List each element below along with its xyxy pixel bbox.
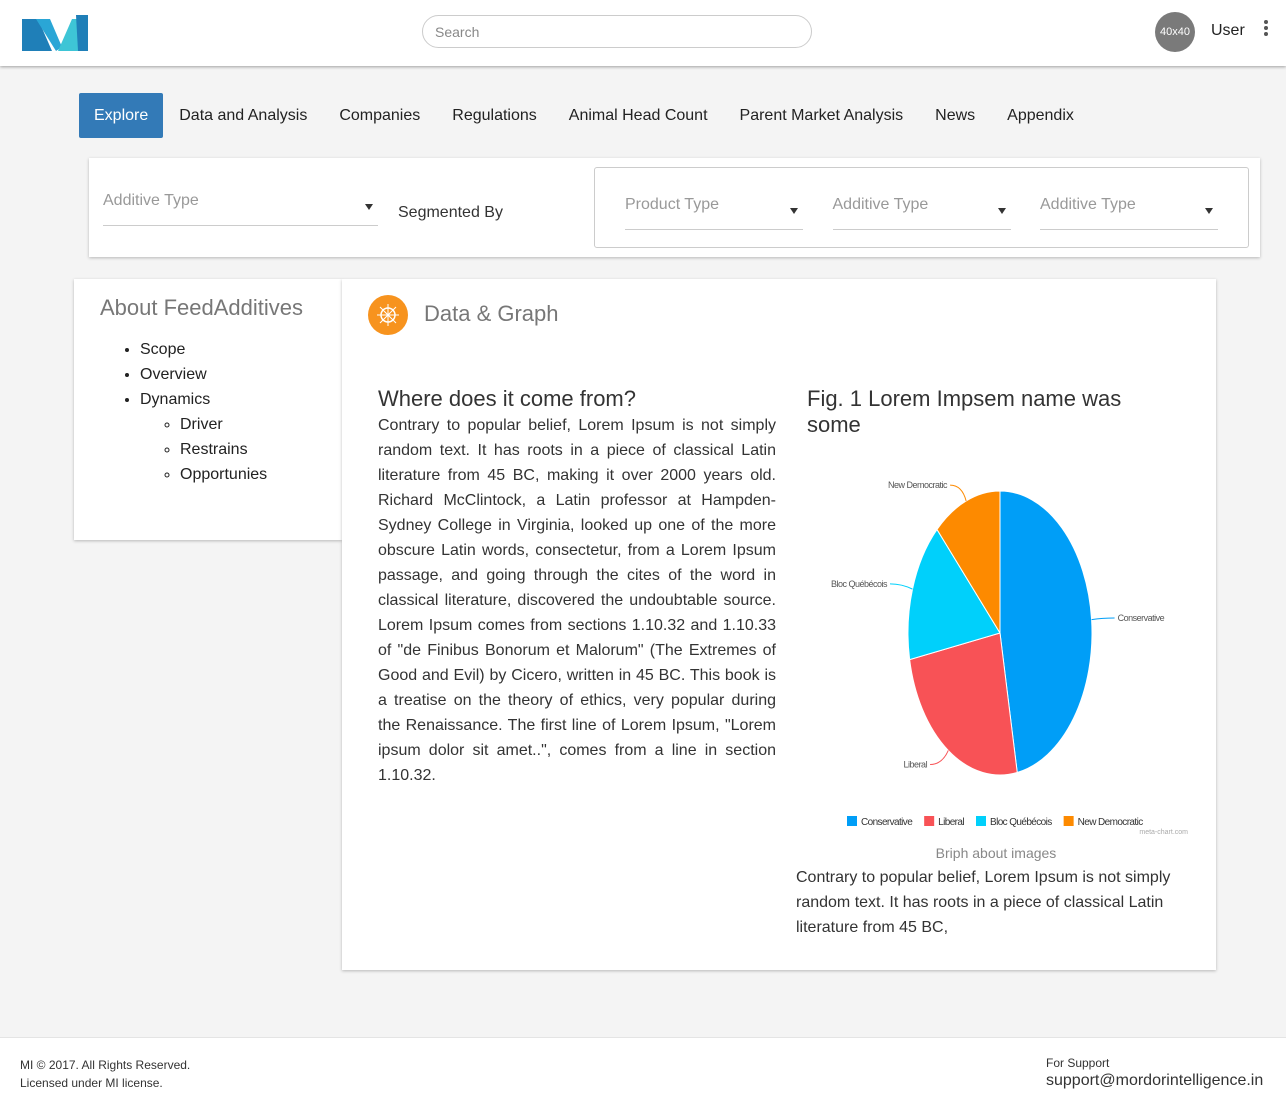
caption: Briph about images xyxy=(935,845,1057,861)
sidebar-sublist: DriverRestrainsOpportunies xyxy=(140,412,267,487)
nav-item[interactable]: Companies xyxy=(339,107,421,124)
pie-slice xyxy=(907,528,1001,661)
pie-slice xyxy=(936,490,1001,635)
pie-chart: Conservative Liberal Bloc Québécois New Dem… xyxy=(831,480,1188,836)
nav-item[interactable]: Explore xyxy=(79,93,164,138)
slice-label: Bloc Québécois xyxy=(831,579,888,589)
pie-slice xyxy=(999,490,1093,774)
license: Licensed under MI license. xyxy=(20,1076,163,1090)
sidebar-item[interactable]: DynamicsDriverRestrainsOpportunies xyxy=(140,387,267,487)
slice-label: New Democratic xyxy=(888,480,948,490)
nav-item[interactable]: Parent Market Analysis xyxy=(739,107,904,124)
slice-label: Conservative xyxy=(1118,613,1165,623)
pie-slice xyxy=(909,632,1018,776)
nav-item[interactable]: Regulations xyxy=(452,107,537,124)
label: Segmented By xyxy=(398,204,503,221)
nav-item[interactable]: Data and Analysis xyxy=(179,107,308,124)
avatar[interactable]: 40x40 xyxy=(1155,12,1195,52)
support-email[interactable]: support@mordorintelligence.in xyxy=(1046,1072,1264,1089)
sidebar-list: ScopeOverviewDynamicsDriverRestrainsOppo… xyxy=(100,337,267,487)
leader-line xyxy=(950,484,967,502)
header: Search 40x40 User xyxy=(0,0,1286,66)
legend-label: Liberal xyxy=(938,817,964,828)
nav-bar: Explore Data and Analysis Companies Regulat… xyxy=(79,93,1090,138)
menu-button[interactable] xyxy=(1261,19,1271,39)
main-card: Data & Graph Where does it come from? Co… xyxy=(342,279,1216,970)
legend-label: Conservative xyxy=(861,817,913,828)
sidebar-subitem[interactable]: Restrains xyxy=(180,437,267,462)
legend-label: Bloc Québécois xyxy=(990,817,1052,828)
legend-label: New Democratic xyxy=(1078,817,1144,828)
chart-credit: meta-chart.com xyxy=(1139,829,1188,836)
select[interactable]: Additive Type xyxy=(832,168,1011,230)
user-name[interactable]: User xyxy=(1211,22,1245,39)
copyright: MI © 2017. All Rights Reserved. xyxy=(20,1058,191,1072)
sidebar-subitem[interactable]: Driver xyxy=(180,412,267,437)
leader-line xyxy=(930,750,949,766)
slice-label: Liberal xyxy=(904,760,928,770)
sidebar-subitem[interactable]: Opportunies xyxy=(180,462,267,487)
figure-title: Fig. 1 Lorem Impsem name was some xyxy=(807,386,1122,437)
leader-line xyxy=(1091,617,1115,621)
article-title: Where does it come from? xyxy=(378,386,636,411)
nav-item[interactable]: Animal Head Count xyxy=(568,107,708,124)
legend-swatch xyxy=(847,816,857,826)
leader-line xyxy=(890,583,913,590)
legend-swatch xyxy=(924,816,935,826)
sidebar-item[interactable]: Overview xyxy=(140,362,267,387)
select[interactable]: Product Type xyxy=(625,168,803,230)
sidebar-title: About FeedAdditives xyxy=(100,295,304,320)
sidebar: About FeedAdditives ScopeOverviewDynamic… xyxy=(74,279,342,540)
search-input[interactable]: Search xyxy=(422,15,812,48)
segment-box: Product Type Additive Type Additive Type xyxy=(594,167,1249,248)
section-title: Data & Graph xyxy=(424,301,559,326)
legend-swatch xyxy=(1063,816,1074,826)
nav-item[interactable]: News xyxy=(935,107,976,124)
select[interactable]: Additive Type xyxy=(103,164,378,226)
logo[interactable] xyxy=(22,15,88,51)
figure-text: Contrary to popular belief, Lorem Ipsum … xyxy=(796,869,1171,936)
filter-panel: Additive Type Segmented By Product Type A… xyxy=(89,158,1260,257)
sidebar-item[interactable]: Scope xyxy=(140,337,267,362)
footer: MI © 2017. All Rights Reserved. Licensed… xyxy=(0,1037,1286,1106)
nav-item[interactable]: Appendix xyxy=(1007,107,1074,124)
select[interactable]: Additive Type xyxy=(1040,168,1218,230)
support-label: For Support xyxy=(1046,1056,1110,1070)
legend-swatch xyxy=(976,816,986,826)
section-icon xyxy=(368,295,408,335)
article-text: Contrary to popular belief, Lorem Ipsum … xyxy=(378,417,776,784)
